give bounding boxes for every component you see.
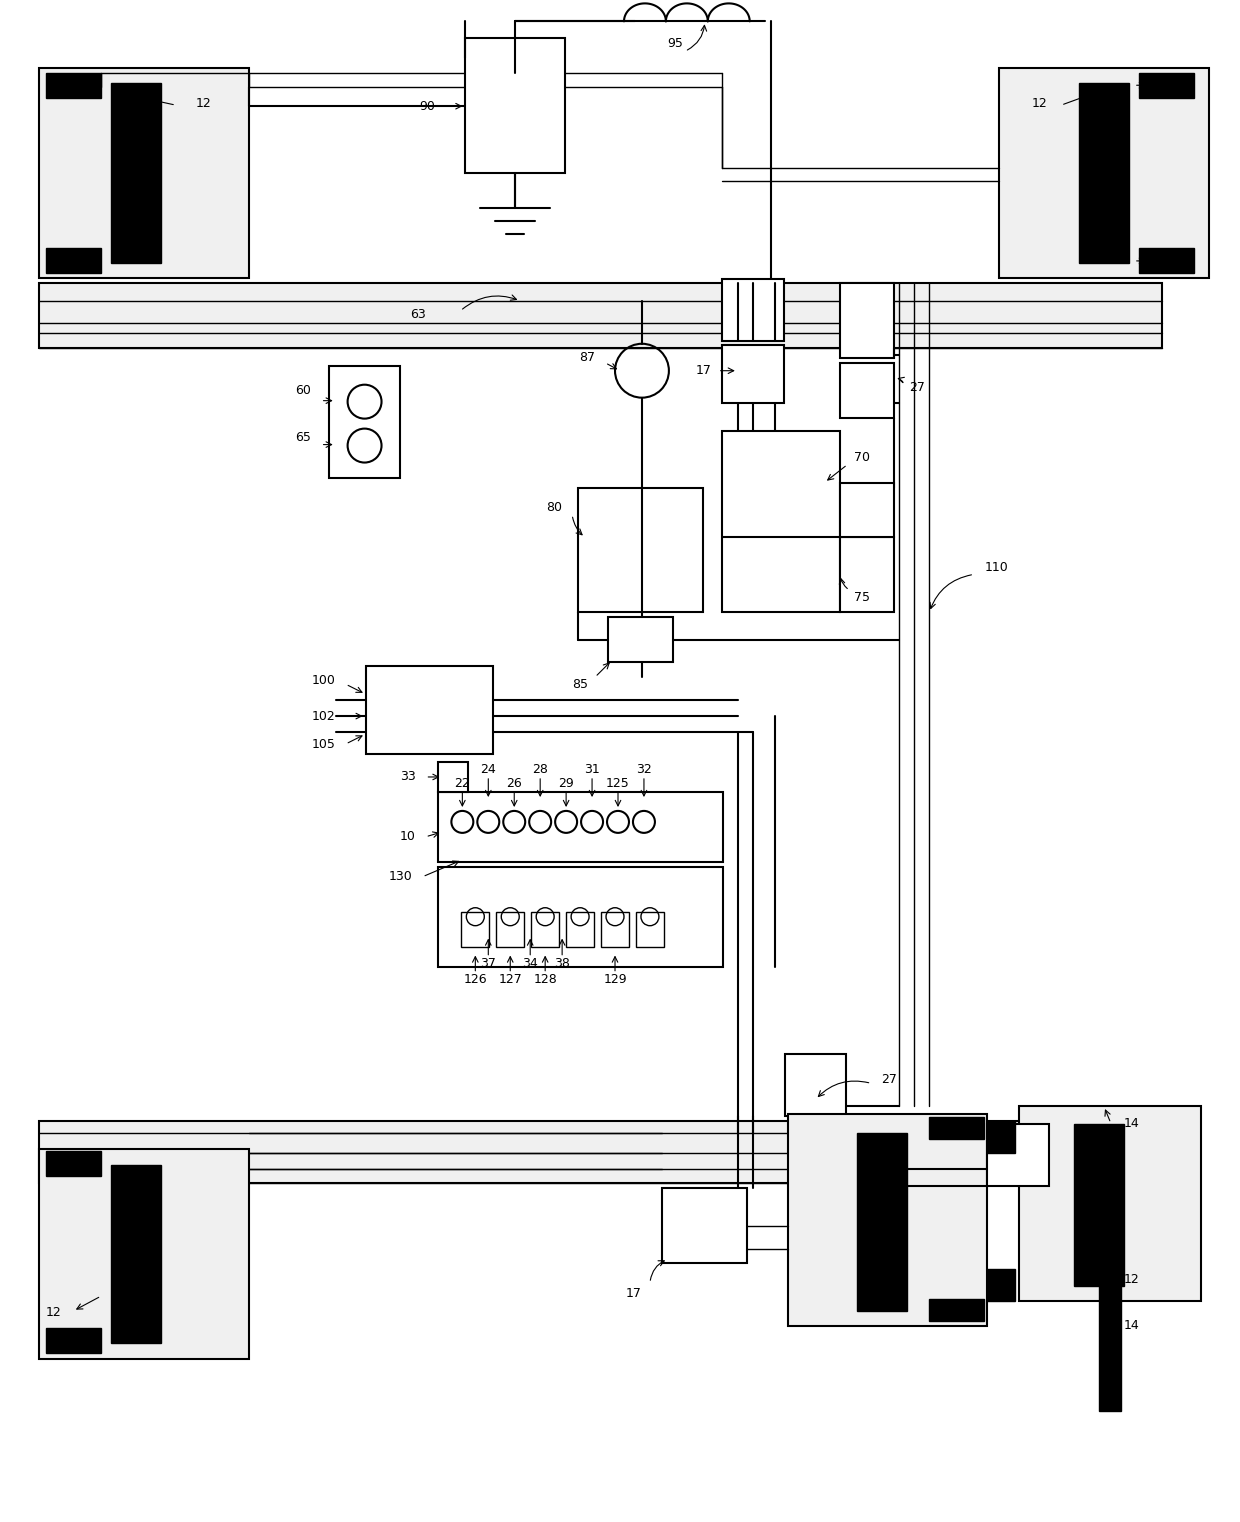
- Bar: [465, 38, 565, 174]
- Text: 14: 14: [1123, 1117, 1140, 1129]
- Bar: [567, 912, 594, 947]
- Bar: [785, 1055, 847, 1116]
- Bar: [839, 283, 894, 358]
- Text: 65: 65: [295, 431, 311, 444]
- Text: 28: 28: [532, 764, 548, 776]
- Bar: [929, 1298, 985, 1321]
- Bar: [1019, 1106, 1200, 1301]
- Bar: [40, 1149, 249, 1359]
- Text: 24: 24: [480, 764, 496, 776]
- Text: 127: 127: [498, 973, 522, 986]
- Text: 63: 63: [410, 309, 427, 321]
- Text: 100: 100: [311, 674, 336, 686]
- Text: 87: 87: [579, 352, 595, 364]
- Text: 14: 14: [57, 79, 73, 91]
- Text: 33: 33: [399, 770, 415, 784]
- Text: 80: 80: [546, 501, 562, 514]
- Text: 95: 95: [667, 37, 683, 50]
- Bar: [987, 1125, 1049, 1186]
- Text: 38: 38: [554, 957, 570, 970]
- Bar: [439, 791, 723, 861]
- Bar: [929, 1117, 985, 1140]
- Text: 105: 105: [311, 738, 336, 750]
- Text: 128: 128: [533, 973, 557, 986]
- Text: 90: 90: [419, 100, 435, 113]
- Bar: [46, 73, 102, 99]
- Bar: [439, 868, 723, 966]
- Bar: [40, 1122, 1162, 1183]
- Text: 29: 29: [558, 778, 574, 790]
- Bar: [839, 537, 894, 612]
- Text: 14: 14: [46, 1332, 61, 1345]
- Bar: [636, 912, 663, 947]
- Bar: [112, 84, 161, 263]
- Bar: [46, 248, 102, 272]
- Text: 12: 12: [1032, 97, 1047, 110]
- Bar: [722, 279, 784, 341]
- Bar: [722, 431, 839, 612]
- Text: 60: 60: [295, 384, 311, 397]
- Bar: [112, 1166, 161, 1342]
- Bar: [858, 1134, 908, 1310]
- Bar: [1138, 73, 1194, 99]
- Text: 14: 14: [1159, 254, 1174, 268]
- Text: 12: 12: [1123, 1272, 1140, 1286]
- Bar: [1079, 84, 1128, 263]
- Text: 27: 27: [909, 380, 925, 394]
- Text: 130: 130: [388, 871, 413, 883]
- Bar: [839, 362, 894, 417]
- Bar: [987, 1269, 1016, 1301]
- Bar: [722, 345, 784, 403]
- Bar: [839, 482, 894, 537]
- Bar: [999, 68, 1209, 279]
- Text: 32: 32: [636, 764, 652, 776]
- Text: 27: 27: [882, 1073, 898, 1085]
- Bar: [439, 763, 469, 791]
- Text: 14: 14: [1123, 1320, 1140, 1332]
- Bar: [46, 1329, 102, 1353]
- Text: 126: 126: [464, 973, 487, 986]
- Text: 14: 14: [46, 1149, 61, 1163]
- Text: 75: 75: [854, 591, 870, 604]
- Text: 12: 12: [196, 97, 212, 110]
- Bar: [329, 365, 401, 478]
- Text: 17: 17: [696, 364, 712, 377]
- Text: 85: 85: [572, 677, 588, 691]
- Bar: [987, 1122, 1016, 1154]
- Text: 22: 22: [455, 778, 470, 790]
- Bar: [461, 912, 490, 947]
- Text: 110: 110: [985, 560, 1008, 574]
- Text: 37: 37: [480, 957, 496, 970]
- Bar: [1074, 1125, 1123, 1286]
- Bar: [366, 667, 494, 753]
- Text: 26: 26: [506, 778, 522, 790]
- Bar: [40, 283, 1162, 347]
- Bar: [1138, 248, 1194, 272]
- Text: 70: 70: [854, 451, 870, 464]
- Text: 129: 129: [603, 973, 627, 986]
- Text: 102: 102: [312, 709, 336, 723]
- Bar: [1099, 1262, 1121, 1411]
- Bar: [787, 1114, 987, 1326]
- Bar: [496, 912, 525, 947]
- Text: 14: 14: [1159, 79, 1174, 91]
- Bar: [40, 68, 249, 279]
- Bar: [608, 618, 673, 662]
- Text: 14: 14: [57, 254, 73, 268]
- Text: 125: 125: [606, 778, 630, 790]
- Bar: [601, 912, 629, 947]
- Text: 10: 10: [399, 831, 415, 843]
- Bar: [531, 912, 559, 947]
- Text: 31: 31: [584, 764, 600, 776]
- Text: 17: 17: [626, 1286, 642, 1300]
- Text: 12: 12: [46, 1306, 61, 1320]
- Bar: [662, 1189, 746, 1263]
- Bar: [578, 487, 703, 612]
- Text: 34: 34: [522, 957, 538, 970]
- Bar: [46, 1151, 102, 1177]
